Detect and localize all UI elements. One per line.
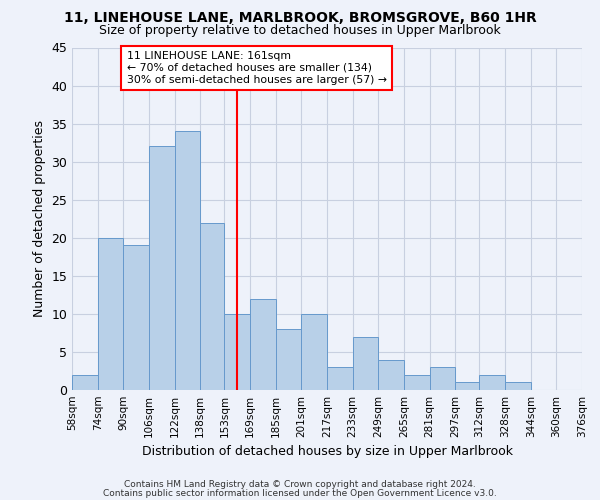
Bar — [98, 238, 124, 390]
Bar — [479, 375, 505, 390]
Text: 11, LINEHOUSE LANE, MARLBROOK, BROMSGROVE, B60 1HR: 11, LINEHOUSE LANE, MARLBROOK, BROMSGROV… — [64, 11, 536, 25]
X-axis label: Distribution of detached houses by size in Upper Marlbrook: Distribution of detached houses by size … — [142, 446, 512, 458]
Text: 11 LINEHOUSE LANE: 161sqm
← 70% of detached houses are smaller (134)
30% of semi: 11 LINEHOUSE LANE: 161sqm ← 70% of detac… — [127, 52, 386, 84]
Bar — [505, 382, 530, 390]
Bar — [455, 382, 479, 390]
Bar — [301, 314, 327, 390]
Bar — [430, 367, 455, 390]
Y-axis label: Number of detached properties: Number of detached properties — [33, 120, 46, 318]
Bar — [275, 329, 301, 390]
Text: Contains public sector information licensed under the Open Government Licence v3: Contains public sector information licen… — [103, 488, 497, 498]
Bar — [379, 360, 404, 390]
Bar — [250, 298, 275, 390]
Bar — [224, 314, 250, 390]
Text: Size of property relative to detached houses in Upper Marlbrook: Size of property relative to detached ho… — [99, 24, 501, 37]
Bar — [149, 146, 175, 390]
Bar — [72, 375, 98, 390]
Bar — [404, 375, 430, 390]
Bar — [353, 336, 379, 390]
Bar — [175, 131, 200, 390]
Bar — [124, 246, 149, 390]
Bar — [327, 367, 353, 390]
Text: Contains HM Land Registry data © Crown copyright and database right 2024.: Contains HM Land Registry data © Crown c… — [124, 480, 476, 489]
Bar — [200, 222, 224, 390]
